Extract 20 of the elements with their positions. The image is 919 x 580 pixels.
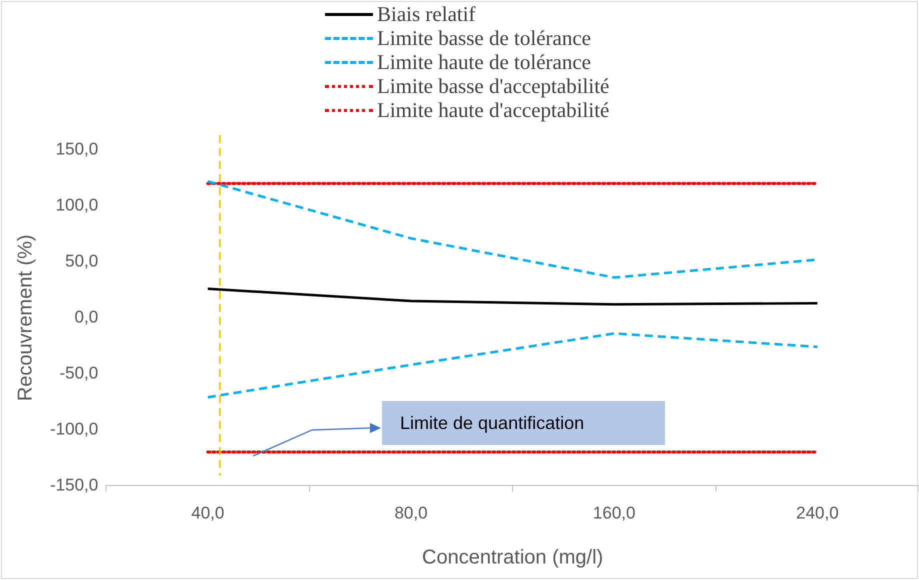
y-axis-title: Recouvrement (%) <box>14 234 37 402</box>
legend-label: Biais relatif <box>377 2 476 26</box>
y-tick-label: -50,0 <box>59 363 98 382</box>
legend-label: Limite haute de tolérance <box>377 50 591 74</box>
y-tick-label: 0,0 <box>74 307 98 326</box>
legend-label: Limite haute d'acceptabilité <box>377 98 610 122</box>
y-tick-label: 50,0 <box>65 252 98 271</box>
y-tick-label: -100,0 <box>50 419 98 438</box>
x-tick-label: 80,0 <box>394 503 428 522</box>
x-tick-label: 160,0 <box>592 503 636 522</box>
y-tick-label: -150,0 <box>50 475 98 494</box>
y-tick-label: 100,0 <box>56 196 98 215</box>
x-tick-label: 240,0 <box>796 503 839 522</box>
line-series <box>206 332 819 398</box>
y-tick-label: 150,0 <box>56 140 98 159</box>
legend-label: Limite basse d'acceptabilité <box>377 74 610 98</box>
x-tick-label: 40,0 <box>191 503 224 522</box>
legend-label: Limite basse de tolérance <box>377 26 591 50</box>
x-axis-title: Concentration (mg/l) <box>422 546 604 569</box>
text-box: Limite de quantification <box>382 401 665 445</box>
